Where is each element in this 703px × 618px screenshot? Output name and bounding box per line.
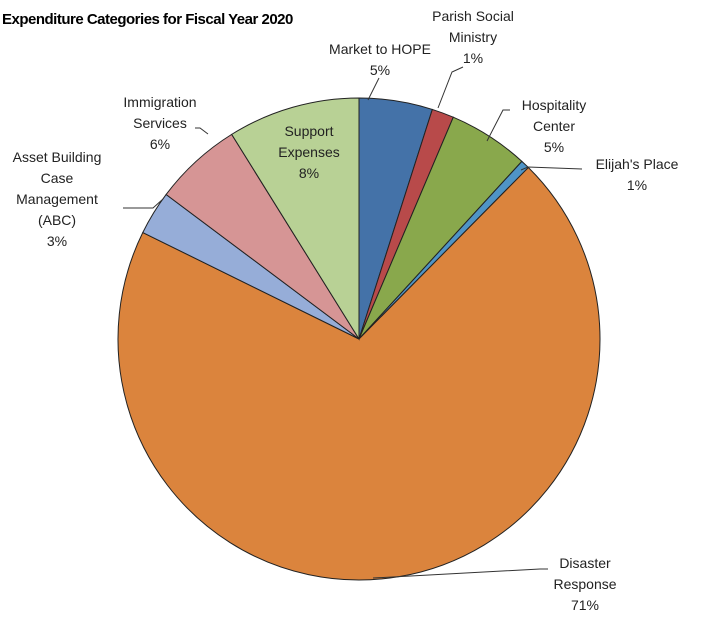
slice-name-label: Expenses xyxy=(278,144,339,160)
slice-percent-label: 5% xyxy=(544,139,564,155)
slice-percent-label: 1% xyxy=(463,50,483,66)
slice-labels: Market to HOPE 5% Parish Social Ministry 1% H… xyxy=(13,8,679,613)
slice-name-label: Disaster xyxy=(559,555,611,571)
slice-label: Hospitality Center 5% xyxy=(522,97,587,155)
leader-line xyxy=(437,66,464,109)
slice-name-label: Asset Building xyxy=(13,149,102,165)
slice-name-label: Elijah's Place xyxy=(596,156,679,172)
slice-name-label: Response xyxy=(553,576,616,592)
slice-name-label: Immigration xyxy=(123,94,196,110)
leader-lines xyxy=(123,66,583,579)
slice-label: Market to HOPE 5% xyxy=(329,41,431,78)
slice-label: Support Expenses 8% xyxy=(278,123,339,181)
slice-label: Elijah's Place 1% xyxy=(596,156,679,193)
chart-title: Expenditure Categories for Fiscal Year 2… xyxy=(2,11,293,28)
slice-name-label: Center xyxy=(533,118,575,134)
leader-line xyxy=(367,77,380,101)
slice-percent-label: 3% xyxy=(47,233,67,249)
slice-name-label: Ministry xyxy=(449,29,497,45)
slice-percent-label: 71% xyxy=(571,597,599,613)
slice-percent-label: 1% xyxy=(627,177,647,193)
slice-name-label: Case xyxy=(41,170,74,186)
slice-percent-label: 8% xyxy=(299,165,319,181)
slice-label: Asset Building Case Management (ABC) 3% xyxy=(13,149,102,249)
slice-label: Disaster Response 71% xyxy=(553,555,616,613)
leader-line xyxy=(520,166,583,171)
slice-label: Immigration Services 6% xyxy=(123,94,196,152)
slice-name-label: Services xyxy=(133,115,187,131)
leader-line xyxy=(123,198,164,209)
slice-name-label: Parish Social xyxy=(432,8,514,24)
slice-percent-label: 5% xyxy=(370,62,390,78)
slice-name-label: Market to HOPE xyxy=(329,41,431,57)
slice-name-label: Management xyxy=(16,191,98,207)
slice-label: Parish Social Ministry 1% xyxy=(432,8,514,66)
slice-name-label: (ABC) xyxy=(38,212,76,228)
leader-line xyxy=(486,109,510,142)
pie-slice xyxy=(230,97,360,341)
slice-percent-label: 6% xyxy=(150,136,170,152)
pie-slices xyxy=(117,97,601,581)
leader-line xyxy=(195,127,209,135)
leader-line xyxy=(372,568,548,579)
slice-name-label: Support xyxy=(284,123,333,139)
slice-name-label: Hospitality xyxy=(522,97,587,113)
